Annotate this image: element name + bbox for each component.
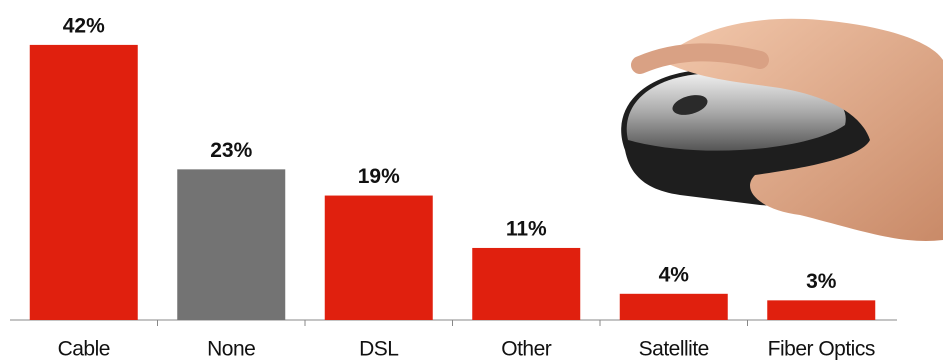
x-tick-label: Other bbox=[501, 338, 552, 361]
value-label: 23% bbox=[210, 139, 252, 162]
bar bbox=[324, 195, 433, 320]
mouse-illustration bbox=[621, 18, 943, 241]
bar bbox=[177, 169, 286, 320]
value-label: 4% bbox=[659, 263, 690, 286]
bar bbox=[619, 293, 728, 320]
value-label: 3% bbox=[806, 270, 837, 293]
bar bbox=[472, 247, 581, 320]
value-label: 19% bbox=[358, 165, 400, 188]
x-tick-label: Fiber Optics bbox=[768, 338, 875, 361]
bar bbox=[29, 44, 138, 321]
value-label: 42% bbox=[63, 14, 105, 37]
x-tick-label: Satellite bbox=[639, 338, 709, 361]
x-tick-label: DSL bbox=[359, 338, 398, 361]
x-tick-label: None bbox=[207, 338, 255, 361]
value-label: 11% bbox=[506, 217, 547, 240]
bar bbox=[767, 300, 876, 320]
x-tick-label: Cable bbox=[58, 338, 110, 361]
